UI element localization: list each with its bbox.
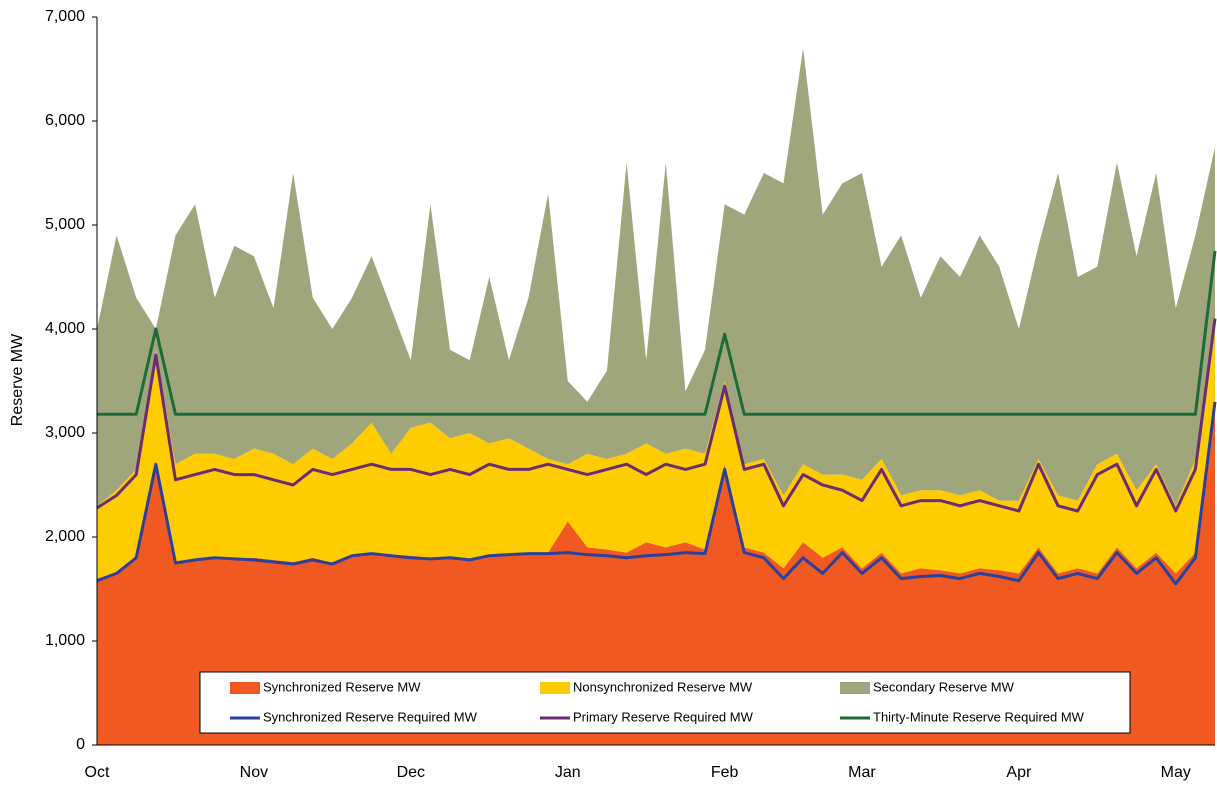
y-tick-label: 1,000 bbox=[45, 632, 85, 649]
y-tick-label: 5,000 bbox=[45, 216, 85, 233]
legend-label: Nonsynchronized Reserve MW bbox=[573, 679, 753, 694]
line bbox=[97, 250, 1217, 416]
x-tick-label: Dec bbox=[397, 764, 425, 781]
x-tick-label: Mar bbox=[848, 764, 876, 781]
legend-swatch bbox=[230, 682, 260, 694]
legend: Synchronized Reserve MW Nonsynchronized R… bbox=[199, 671, 1131, 734]
x-tick-label: Apr bbox=[1006, 764, 1032, 781]
area bbox=[97, 318, 1215, 581]
legend-label: Primary Reserve Required MW bbox=[573, 709, 754, 724]
line bbox=[96, 401, 1217, 586]
legend-swatch bbox=[840, 682, 870, 694]
y-axis-label: Reserve MW bbox=[9, 333, 26, 426]
y-tick-label: 4,000 bbox=[45, 320, 85, 337]
area bbox=[97, 401, 1215, 745]
x-tick-label: May bbox=[1161, 764, 1191, 781]
y-tick-label: 7,000 bbox=[45, 8, 85, 25]
y-tick-label: 2,000 bbox=[45, 528, 85, 545]
legend-label: Secondary Reserve MW bbox=[873, 679, 1015, 694]
x-tick-label: Nov bbox=[240, 764, 268, 781]
legend-label: Synchronized Reserve MW bbox=[263, 679, 421, 694]
x-tick-label: Feb bbox=[711, 764, 739, 781]
x-tick-label: Oct bbox=[85, 764, 110, 781]
legend-label: Synchronized Reserve Required MW bbox=[263, 709, 478, 724]
x-tick-label: Jan bbox=[555, 764, 581, 781]
y-tick-label: 6,000 bbox=[45, 112, 85, 129]
line bbox=[96, 318, 1217, 513]
legend-label: Thirty-Minute Reserve Required MW bbox=[873, 709, 1085, 724]
y-tick-label: 3,000 bbox=[45, 424, 85, 441]
y-tick-label: 0 bbox=[76, 736, 85, 753]
area bbox=[97, 48, 1215, 506]
legend-box bbox=[199, 671, 1131, 734]
legend-swatch bbox=[540, 682, 570, 694]
